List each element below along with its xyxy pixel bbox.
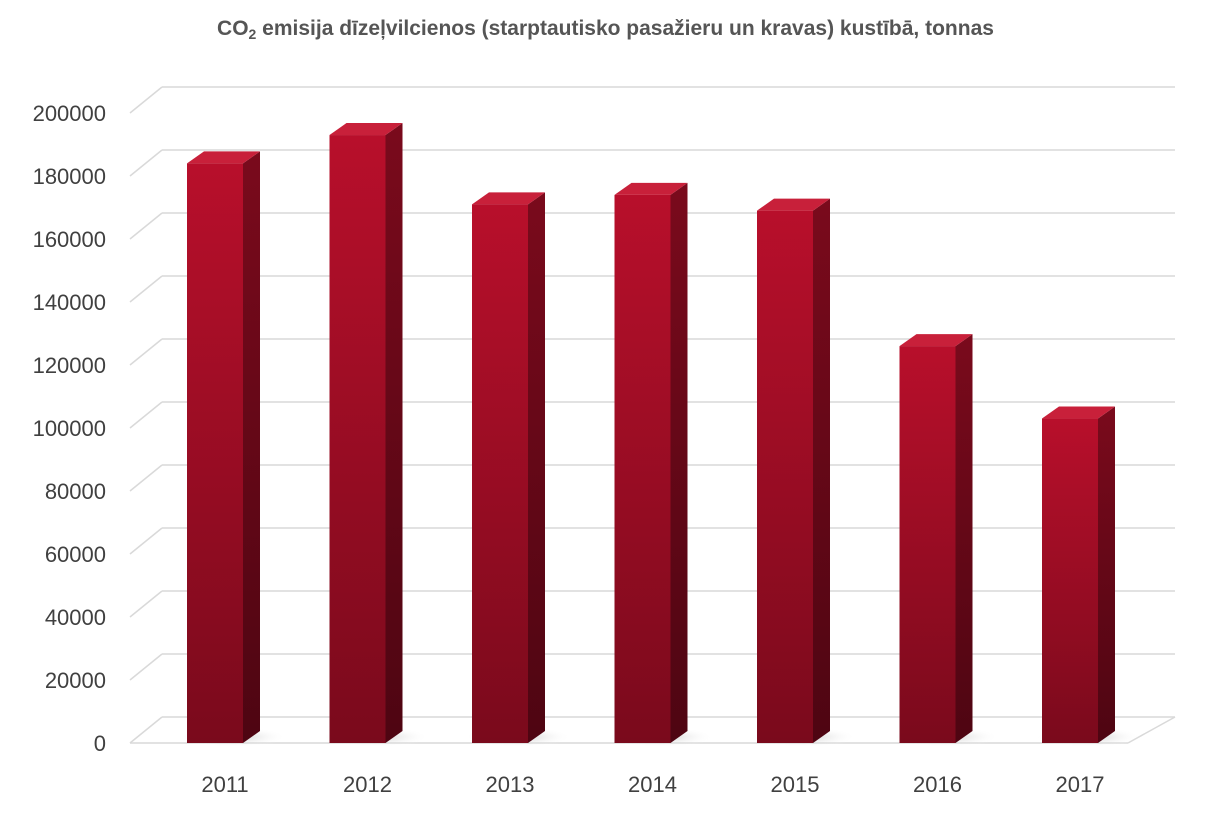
bar-front-face [329, 135, 386, 744]
bar-2017 [1034, 406, 1142, 747]
bar-side-face [1098, 406, 1115, 743]
y-tick-label: 100000 [33, 416, 106, 441]
gridline-side-180000 [129, 149, 163, 177]
x-tick-label: 2017 [1056, 772, 1105, 797]
bar-top-face [757, 198, 830, 211]
chart-title-rest: emisija dīzeļvilcienos (starptautisko pa… [256, 17, 994, 40]
y-tick-label: 160000 [33, 227, 106, 252]
x-axis-ticks: 2011 2012 2013 2014 2015 2016 2017 [201, 772, 1104, 797]
bar-front-face [614, 194, 671, 743]
bar-2012 [322, 123, 429, 747]
y-tick-label: 80000 [45, 479, 106, 504]
gridline-side-160000 [129, 212, 163, 240]
gridline-side-0 [129, 716, 163, 744]
bars [179, 123, 1142, 747]
y-axis-ticks: 0 20000 40000 60000 80000 100000 120000 140000 1… [33, 101, 106, 756]
y-tick-label: 40000 [45, 605, 106, 630]
x-tick-label: 2014 [628, 772, 677, 797]
x-tick-label: 2015 [771, 772, 820, 797]
y-tick-label: 140000 [33, 290, 106, 315]
bar-2014 [607, 182, 714, 747]
bar-front-face [1042, 418, 1098, 743]
bar-2015 [749, 198, 857, 747]
y-tick-label: 200000 [33, 101, 106, 126]
gridline-side-60000 [129, 527, 163, 555]
bar-2011 [179, 151, 287, 747]
bar-top-face [329, 123, 403, 136]
bar-front-face [187, 163, 243, 743]
chart-title: CO2 emisija dīzeļvilcienos (starptautisk… [0, 17, 1211, 42]
gridline-side-140000 [129, 275, 163, 303]
gridline-side-100000 [129, 401, 163, 429]
chart-title-subscript: 2 [248, 26, 257, 42]
gridline-side-40000 [129, 590, 163, 618]
bar-side-face [243, 151, 260, 743]
bar-side-face [955, 334, 973, 743]
bar-front-face [472, 204, 528, 744]
x-tick-label: 2011 [201, 772, 248, 797]
gridline-side-80000 [129, 464, 163, 492]
bar-side-face [670, 182, 688, 743]
y-tick-label: 60000 [45, 542, 106, 567]
y-tick-label: 20000 [45, 668, 106, 693]
x-tick-label: 2012 [343, 772, 392, 797]
gridline-side-200000 [129, 86, 163, 114]
bar-top-face [614, 182, 688, 195]
gridline-side-20000 [129, 653, 163, 681]
bar-side-face [813, 198, 830, 743]
y-tick-label: 180000 [33, 164, 106, 189]
bar-top-face [187, 151, 260, 164]
bar-top-face [899, 334, 973, 347]
bar-2016 [892, 334, 999, 747]
bar-front-face [757, 210, 813, 743]
gridline-side-120000 [129, 338, 163, 366]
bar-side-face [385, 123, 403, 744]
bar-front-face [899, 346, 956, 743]
x-tick-label: 2016 [913, 772, 962, 797]
bar-2013 [464, 192, 572, 747]
x-tick-label: 2013 [486, 772, 535, 797]
bar-top-face [1042, 406, 1115, 419]
chart-title-prefix: CO [217, 17, 249, 40]
y-tick-label: 120000 [33, 353, 106, 378]
bar-top-face [472, 192, 545, 205]
y-tick-label: 0 [94, 731, 106, 756]
bar-side-face [528, 192, 545, 744]
